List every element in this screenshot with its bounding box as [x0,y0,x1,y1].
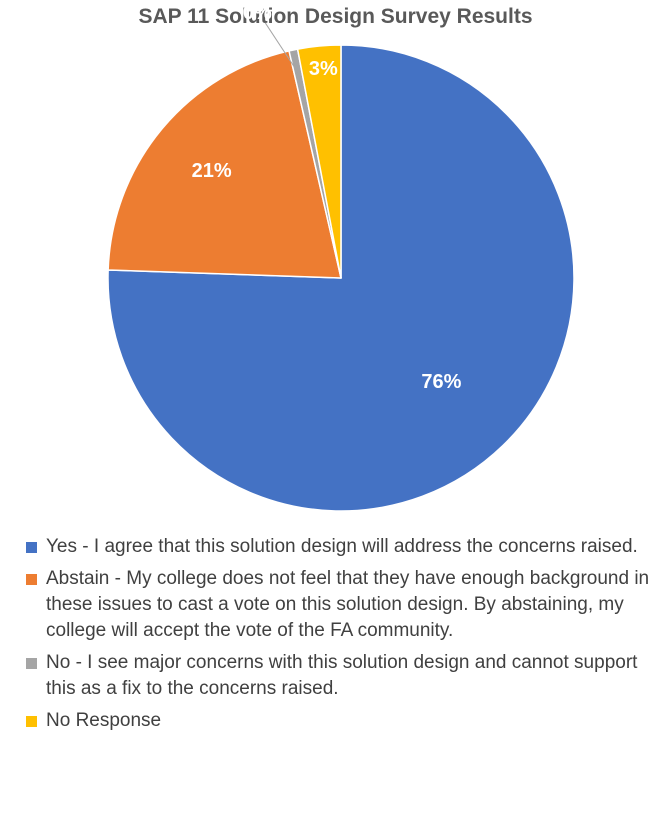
data-labels: 76% 21% 0% 3% [192,2,462,393]
pie-slices [107,44,575,512]
leader-lines [264,22,299,74]
legend-label-abstain: Abstain - My college does not feel that … [46,568,650,641]
legend-item-yes: Yes - I agree that this solution design … [26,534,666,560]
data-label-yes: 76% [421,371,461,393]
pie-slice-abstain [107,50,342,279]
legend-item-abstain: Abstain - My college does not feel that … [26,566,666,644]
legend-swatch-no [26,658,37,669]
data-label-abstain: 21% [192,160,232,182]
legend-item-no: No - I see major concerns with this solu… [26,650,666,702]
leader-line-no [264,22,299,74]
pie-chart: 76% 21% 0% 3% [107,2,575,512]
legend-label-no-response: No Response [46,710,162,731]
chart-title: SAP 11 Solution Design Survey Results [138,5,533,28]
legend: Yes - I agree that this solution design … [26,534,666,740]
legend-item-no-response: No Response [26,708,666,734]
legend-swatch-no-response [26,716,37,727]
data-label-no-response: 3% [309,58,338,80]
legend-swatch-yes [26,542,37,553]
legend-label-no: No - I see major concerns with this solu… [46,652,638,699]
legend-label-yes: Yes - I agree that this solution design … [46,536,638,557]
pie-slice-no-response [296,44,342,279]
legend-swatch-abstain [26,574,37,585]
data-label-no: 0% [243,2,272,24]
